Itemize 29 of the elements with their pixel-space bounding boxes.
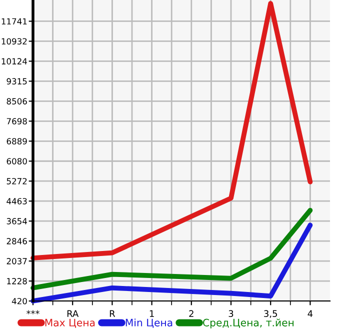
- x-tick-label: 3: [228, 310, 234, 318]
- x-tick-label: 1: [150, 310, 154, 317]
- y-tick-label: 5272: [6, 178, 27, 184]
- y-tick-label: 10932: [2, 38, 27, 45]
- y-tick-label: 1228: [7, 278, 27, 284]
- y-tick-label: 6080: [6, 158, 27, 164]
- y-tick-label: 10124: [2, 58, 27, 64]
- legend-label: Min Цена: [126, 318, 172, 328]
- y-tick-label: 6889: [6, 138, 27, 144]
- x-tick-label: RA: [67, 310, 79, 317]
- y-tick-label: 2037: [6, 258, 27, 264]
- y-tick-label: 420: [12, 298, 27, 304]
- legend-label: Max Цена: [45, 318, 95, 328]
- y-tick-label: 9315: [6, 78, 27, 84]
- x-tick-label: ***: [26, 310, 40, 314]
- line-series: [30, 1, 313, 260]
- y-tick-label: 7698: [6, 118, 27, 124]
- line-series: [30, 208, 313, 290]
- x-tick-label: 3,5: [264, 310, 277, 318]
- line-series: [30, 222, 313, 304]
- y-tick-label: 4463: [6, 198, 27, 204]
- y-tick-label: 2846: [6, 238, 27, 244]
- x-tick-label: 4: [308, 310, 313, 317]
- y-tick-label: 11741: [2, 18, 27, 24]
- legend-label: Сред.Цена, т.йен: [203, 318, 294, 328]
- y-tick-label: 8506: [6, 98, 27, 104]
- x-tick-label: R: [110, 310, 116, 317]
- y-tick-label: 3654: [6, 218, 27, 224]
- x-tick-label: 2: [189, 310, 194, 317]
